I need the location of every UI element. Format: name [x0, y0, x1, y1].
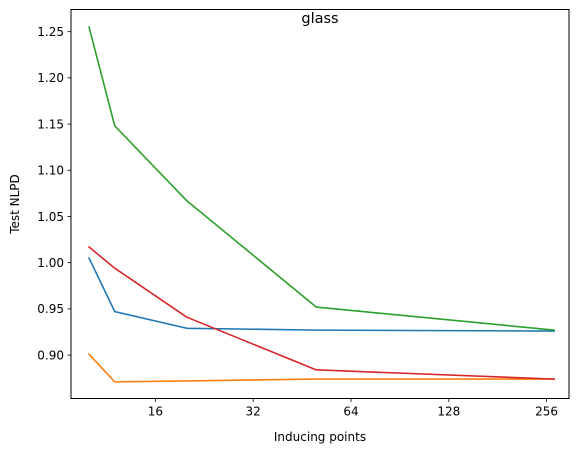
x-axis-label: Inducing points — [274, 430, 366, 444]
series-line-1 — [87, 256, 555, 332]
x-tick-label: 32 — [246, 405, 261, 419]
y-tick-label: 0.95 — [37, 302, 64, 316]
y-tick-label: 1.20 — [37, 71, 64, 85]
plot-area — [70, 9, 570, 399]
y-tick-label: 1.00 — [37, 256, 64, 270]
chart-title: glass — [301, 11, 338, 27]
series-line-3 — [88, 26, 556, 331]
y-axis: 0.90 0.95 1.00 1.05 1.10 1.15 1.20 1.25 — [37, 25, 71, 362]
x-tick-label: 256 — [535, 405, 558, 419]
y-tick-label: 0.90 — [37, 348, 64, 362]
x-tick-label: 64 — [343, 405, 358, 419]
x-axis: 16 32 64 128 256 — [148, 398, 558, 419]
y-tick-label: 1.05 — [37, 210, 64, 224]
y-tick-label: 1.25 — [37, 25, 64, 39]
series-line-4 — [87, 245, 555, 380]
x-tick-label: 128 — [437, 405, 460, 419]
y-tick-label: 1.10 — [37, 164, 64, 178]
series-line-2 — [87, 353, 555, 383]
x-tick-label: 16 — [148, 405, 163, 419]
plot-lines — [87, 26, 556, 383]
y-axis-label: Test NLPD — [8, 174, 22, 235]
y-tick-label: 1.15 — [37, 117, 64, 131]
